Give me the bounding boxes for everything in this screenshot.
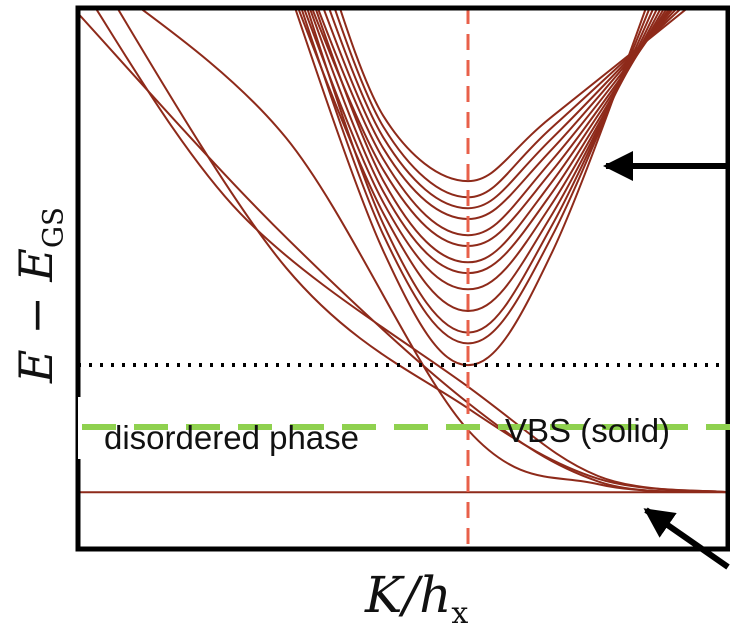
energy-level-curve <box>78 12 728 494</box>
energy-level-curve <box>316 8 674 237</box>
ground-state-arrow <box>643 507 730 570</box>
x-axis-label: K/hx <box>365 566 469 631</box>
energy-level-curve <box>94 8 728 494</box>
energy-level-curve <box>327 8 679 210</box>
energy-level-curve <box>138 8 728 494</box>
energy-level-curve <box>116 8 728 494</box>
energy-level-curve <box>338 8 690 183</box>
disordered-phase-label: disordered phase <box>104 419 360 456</box>
y-axis-label: E − EGS <box>9 207 70 383</box>
plot-frame <box>75 5 730 552</box>
energy-level-curve <box>294 8 648 367</box>
vbs-solid-label: VBS (solid) <box>505 412 671 449</box>
